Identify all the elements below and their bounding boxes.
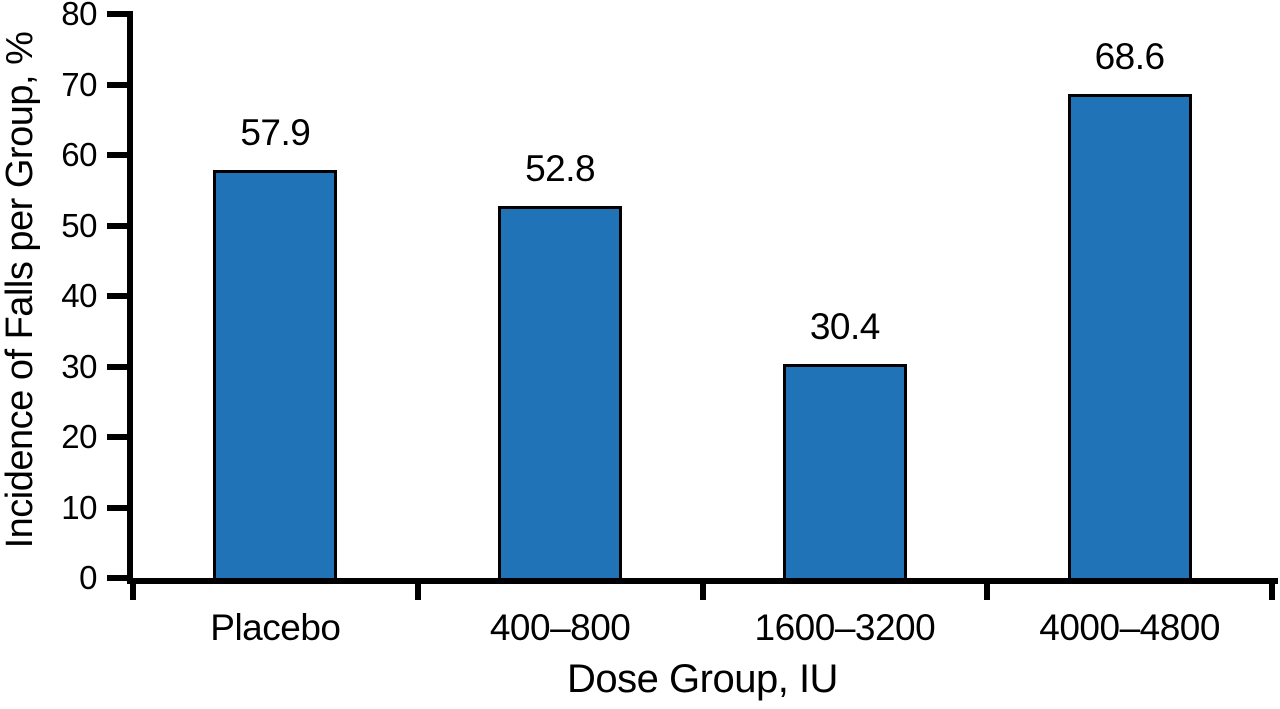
y-tick	[107, 575, 127, 581]
x-tick	[414, 578, 421, 600]
x-tick	[699, 578, 706, 600]
x-category-label: Placebo	[210, 607, 341, 648]
bar-value-label: 68.6	[1094, 36, 1166, 78]
y-tick	[107, 222, 127, 229]
y-tick	[107, 293, 127, 299]
bar-value-label: 57.9	[240, 111, 311, 153]
x-tick	[984, 578, 991, 600]
y-tick-label: 80	[61, 0, 97, 32]
y-tick-label: 40	[61, 277, 97, 314]
y-tick-label: 30	[61, 347, 97, 385]
y-tick-label: 50	[61, 206, 97, 244]
bar-value-label: 52.8	[525, 147, 596, 189]
bar	[782, 363, 907, 581]
bar-value-label: 30.4	[809, 305, 881, 347]
y-tick-label: 20	[61, 418, 97, 455]
y-tick	[107, 363, 127, 370]
x-axis-title: Dose Group, IU	[567, 657, 838, 701]
y-tick-label: 0	[79, 559, 97, 596]
y-axis-line	[127, 11, 133, 584]
x-tick	[130, 578, 136, 600]
bar	[498, 205, 623, 581]
bar	[1067, 94, 1192, 581]
y-tick-label: 10	[61, 488, 97, 526]
bar	[213, 169, 338, 581]
y-tick	[107, 434, 127, 440]
y-tick	[107, 504, 127, 511]
y-tick-label: 70	[61, 65, 97, 103]
x-tick	[1269, 578, 1275, 600]
y-tick	[107, 11, 127, 17]
y-tick	[107, 81, 127, 88]
y-tick	[107, 152, 127, 158]
x-category-label: 1600–3200	[754, 607, 936, 648]
x-category-label: 400–800	[489, 607, 631, 648]
x-category-label: 4000–4800	[1039, 607, 1220, 648]
y-tick-label: 60	[61, 136, 97, 173]
